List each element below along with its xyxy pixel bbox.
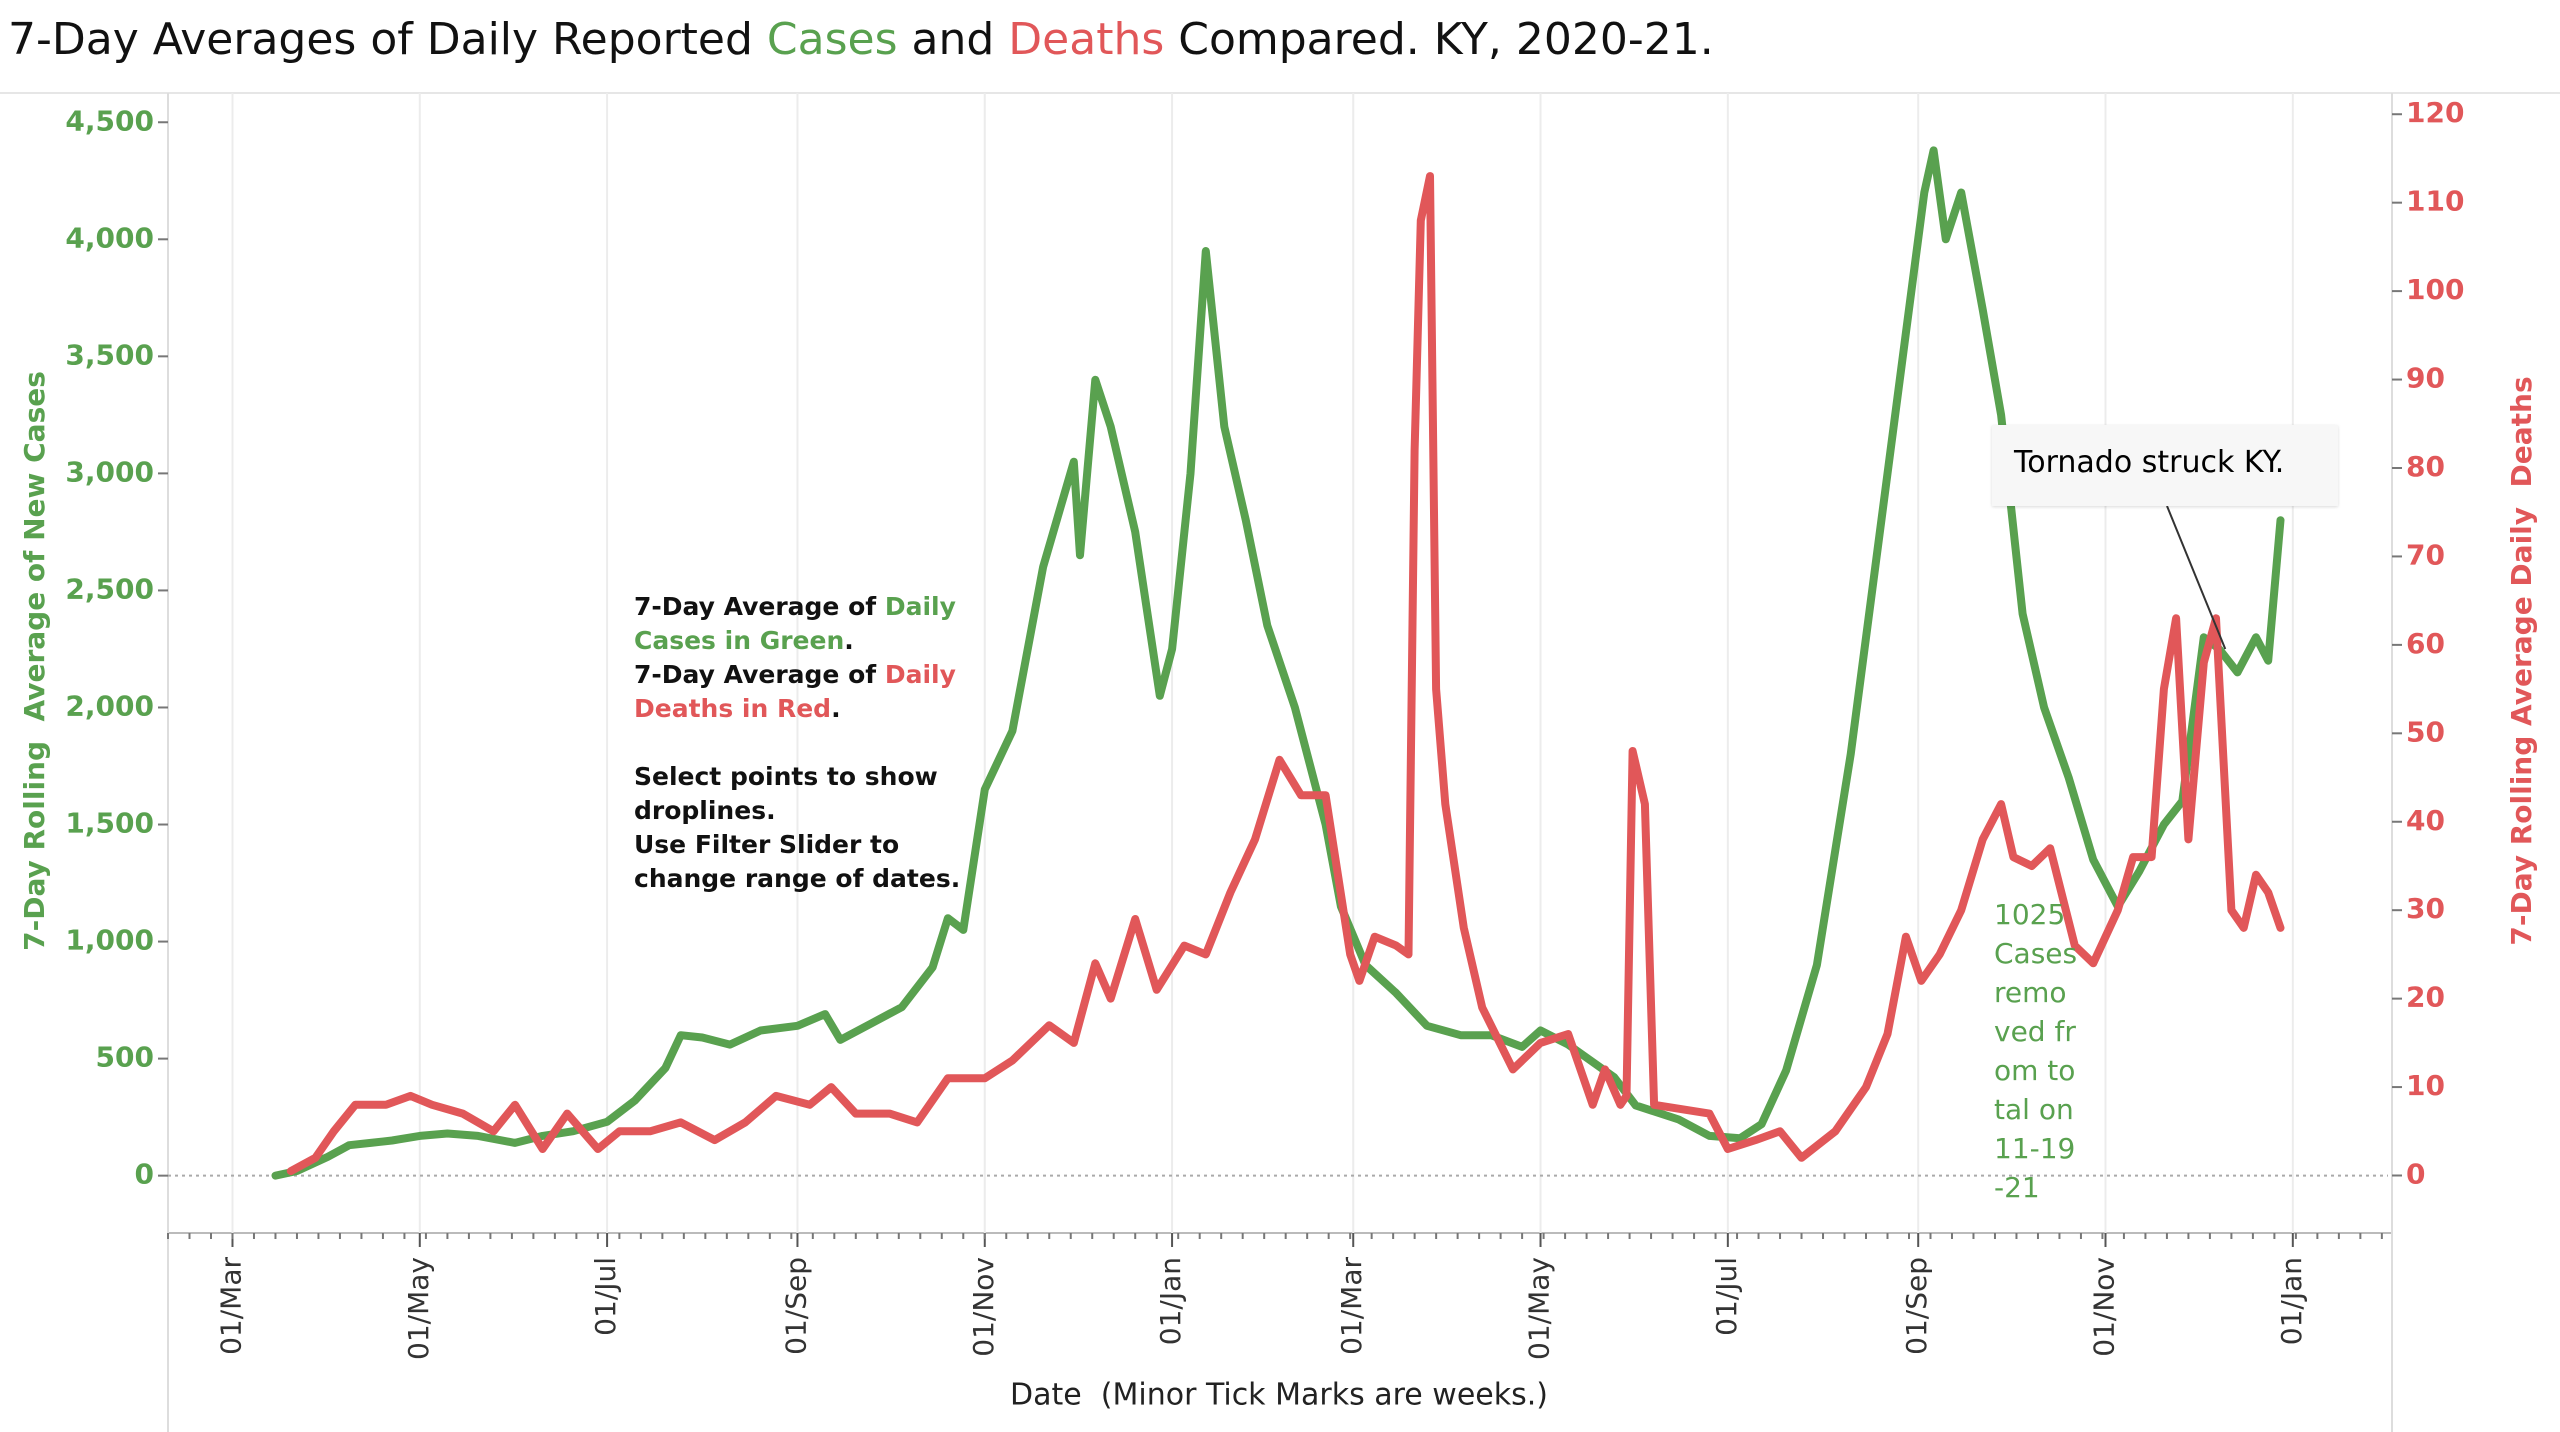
y2-tick-label: 90 <box>2406 362 2445 395</box>
annotation: 1025 Cases removed from total on 11-19-2… <box>1994 898 2078 1204</box>
y-tick-label: 1,500 <box>65 807 154 840</box>
y-tick-label: 500 <box>96 1041 154 1074</box>
note: Use Filter Slider to change range of dat… <box>634 828 964 896</box>
y-tick-label: 2,000 <box>65 689 154 722</box>
annotation-pointer <box>2166 505 2227 650</box>
y-tick-label: 1,000 <box>65 924 154 957</box>
y2-tick-label: 40 <box>2406 804 2445 837</box>
x-tick-label: 01/Jan <box>1154 1257 1187 1345</box>
x-tick-label: 01/Sep <box>779 1257 812 1355</box>
chart-title: 7-Day Averages of Daily Reported Cases a… <box>8 14 1714 65</box>
y2-tick-label: 10 <box>2406 1069 2445 1102</box>
y2-tick-label: 30 <box>2406 892 2445 925</box>
x-tick-label: 01/Jul <box>589 1257 622 1336</box>
y2-axis-label: 7-Day Rolling Average Daily Deaths <box>2505 376 2538 945</box>
title-part: Cases <box>766 14 898 65</box>
x-tick-label: 01/May <box>402 1257 435 1360</box>
y2-tick-label: 60 <box>2406 627 2445 660</box>
note: Select points to show droplines. <box>634 760 964 828</box>
series-line <box>271 146 2285 1180</box>
note-part: Daily Cases in Green <box>634 592 956 655</box>
y2-tick-label: 100 <box>2406 273 2464 306</box>
y-tick-label: 0 <box>135 1158 154 1191</box>
y-axis-label: 7-Day Rolling Average of New Cases <box>18 371 51 951</box>
title-part: and <box>897 14 1009 65</box>
note-part: 7-Day Average of <box>634 592 885 621</box>
series-line <box>286 172 2285 1176</box>
y2-tick-label: 110 <box>2406 185 2464 218</box>
y2-tick-label: 80 <box>2406 450 2445 483</box>
x-tick-label: 01/May <box>1523 1257 1556 1360</box>
x-tick-label: 01/Jan <box>2275 1257 2308 1345</box>
annotation: Tornado struck KY. <box>2014 445 2285 480</box>
note-part: 7-Day Average of <box>634 660 885 689</box>
notes: 7-Day Average of Daily Cases in Green. 7-… <box>634 590 964 896</box>
y-tick-label: 2,500 <box>65 572 154 605</box>
y-tick-label: 3,500 <box>65 338 154 371</box>
note: 7-Day Average of Daily Deaths in Red. <box>634 658 964 726</box>
x-axis-label: Date (Minor Tick Marks are weeks.) <box>1010 1378 1548 1413</box>
title-part: 7-Day Averages of Daily Reported <box>8 14 767 65</box>
x-tick-label: 01/Mar <box>1335 1257 1368 1355</box>
y-tick-label: 4,000 <box>65 221 154 254</box>
note-part: . <box>831 694 841 723</box>
x-tick-label: 01/Sep <box>1900 1257 1933 1355</box>
y2-tick-label: 20 <box>2406 981 2445 1014</box>
y-tick-label: 3,000 <box>65 455 154 488</box>
x-tick-label: 01/Jul <box>1710 1257 1743 1336</box>
y2-tick-label: 120 <box>2406 96 2464 129</box>
note-part: Select points to show droplines. <box>634 762 938 825</box>
title-part: Compared. KY, 2020-21. <box>1164 14 1714 65</box>
y-tick-label: 4,500 <box>65 104 154 137</box>
x-tick-label: 01/Nov <box>2088 1257 2121 1357</box>
note-part: Use Filter Slider to change range of dat… <box>634 830 961 893</box>
note-part: . <box>844 626 854 655</box>
y2-tick-label: 0 <box>2406 1158 2425 1191</box>
y2-tick-label: 50 <box>2406 715 2445 748</box>
annotation-box: Tornado struck KY. <box>1992 425 2338 506</box>
x-tick-label: 01/Nov <box>967 1257 1000 1357</box>
x-tick-label: 01/Mar <box>214 1257 247 1355</box>
title-part: Deaths <box>1008 14 1165 65</box>
y2-tick-label: 70 <box>2406 538 2445 571</box>
note: 7-Day Average of Daily Cases in Green. <box>634 590 964 658</box>
note-part: Daily Deaths in Red <box>634 660 956 723</box>
